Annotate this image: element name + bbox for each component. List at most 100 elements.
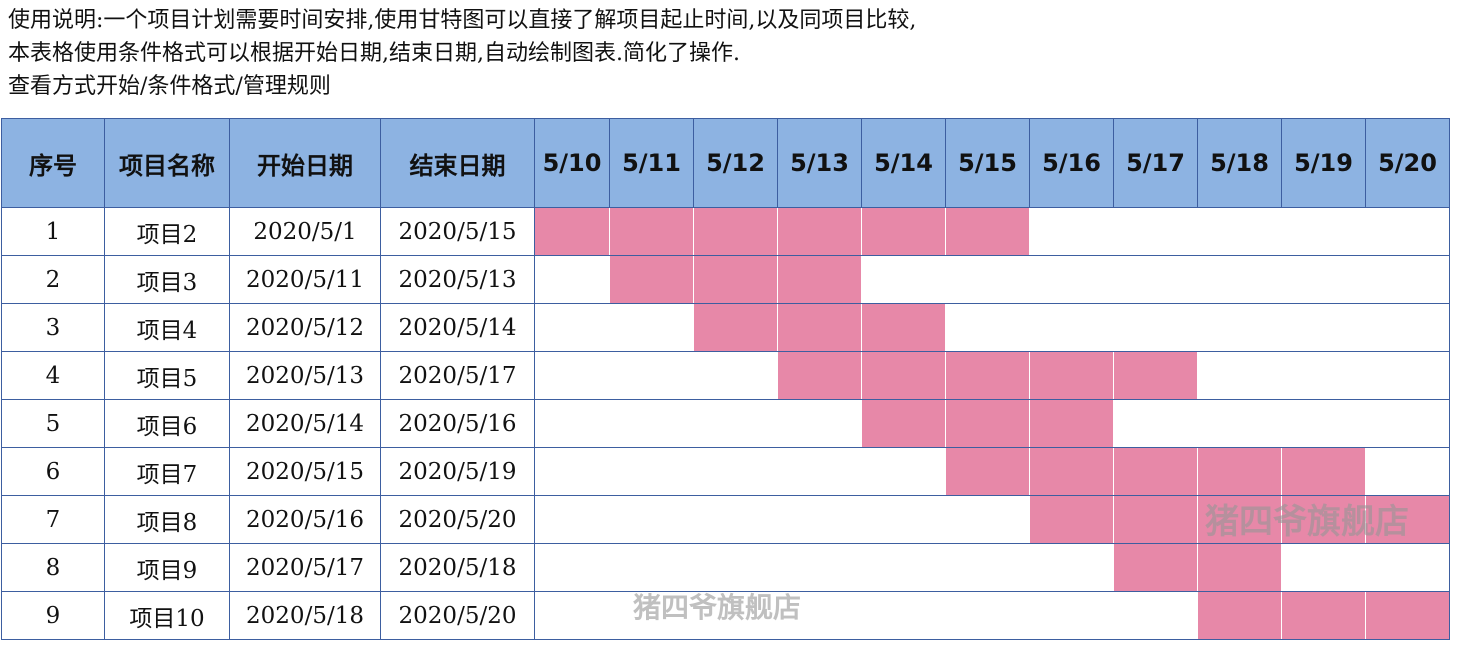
- gantt-bar-cell[interactable]: [945, 351, 1030, 400]
- gantt-bar-cell[interactable]: [693, 303, 778, 352]
- gantt-empty-cell[interactable]: [777, 591, 862, 640]
- gantt-bar-cell[interactable]: [1113, 351, 1198, 400]
- gantt-empty-cell[interactable]: [693, 543, 778, 592]
- header-day[interactable]: 5/15: [945, 118, 1030, 208]
- gantt-empty-cell[interactable]: [861, 447, 946, 496]
- seq-cell[interactable]: 5: [1, 399, 105, 448]
- name-cell[interactable]: 项目9: [104, 543, 230, 592]
- start-date-cell[interactable]: 2020/5/17: [229, 543, 381, 592]
- gantt-empty-cell[interactable]: [1365, 543, 1450, 592]
- gantt-empty-cell[interactable]: [609, 591, 694, 640]
- gantt-empty-cell[interactable]: [1197, 399, 1282, 448]
- header-day[interactable]: 5/18: [1197, 118, 1282, 208]
- gantt-bar-cell[interactable]: [777, 255, 862, 304]
- gantt-empty-cell[interactable]: [1029, 591, 1114, 640]
- gantt-empty-cell[interactable]: [609, 351, 694, 400]
- gantt-empty-cell[interactable]: [777, 495, 862, 544]
- gantt-empty-cell[interactable]: [534, 303, 610, 352]
- gantt-empty-cell[interactable]: [945, 303, 1030, 352]
- gantt-bar-cell[interactable]: [1197, 495, 1282, 544]
- seq-cell[interactable]: 9: [1, 591, 105, 640]
- gantt-empty-cell[interactable]: [1029, 207, 1114, 256]
- gantt-empty-cell[interactable]: [1281, 207, 1366, 256]
- gantt-bar-cell[interactable]: [1197, 543, 1282, 592]
- end-date-cell[interactable]: 2020/5/14: [380, 303, 535, 352]
- header-day[interactable]: 5/17: [1113, 118, 1198, 208]
- end-date-cell[interactable]: 2020/5/20: [380, 591, 535, 640]
- gantt-bar-cell[interactable]: [1113, 543, 1198, 592]
- gantt-bar-cell[interactable]: [1281, 495, 1366, 544]
- gantt-empty-cell[interactable]: [1113, 255, 1198, 304]
- gantt-bar-cell[interactable]: [1029, 399, 1114, 448]
- gantt-empty-cell[interactable]: [534, 399, 610, 448]
- gantt-empty-cell[interactable]: [1365, 447, 1450, 496]
- gantt-empty-cell[interactable]: [1029, 303, 1114, 352]
- gantt-empty-cell[interactable]: [1029, 255, 1114, 304]
- start-date-cell[interactable]: 2020/5/15: [229, 447, 381, 496]
- start-date-cell[interactable]: 2020/5/14: [229, 399, 381, 448]
- gantt-empty-cell[interactable]: [1365, 399, 1450, 448]
- gantt-empty-cell[interactable]: [693, 591, 778, 640]
- gantt-empty-cell[interactable]: [1197, 303, 1282, 352]
- gantt-empty-cell[interactable]: [945, 543, 1030, 592]
- gantt-bar-cell[interactable]: [1113, 447, 1198, 496]
- gantt-empty-cell[interactable]: [945, 591, 1030, 640]
- gantt-bar-cell[interactable]: [945, 447, 1030, 496]
- gantt-empty-cell[interactable]: [1197, 207, 1282, 256]
- gantt-empty-cell[interactable]: [1281, 399, 1366, 448]
- end-date-cell[interactable]: 2020/5/16: [380, 399, 535, 448]
- gantt-bar-cell[interactable]: [1281, 591, 1366, 640]
- header-day[interactable]: 5/13: [777, 118, 862, 208]
- gantt-empty-cell[interactable]: [693, 399, 778, 448]
- end-date-cell[interactable]: 2020/5/18: [380, 543, 535, 592]
- gantt-empty-cell[interactable]: [534, 255, 610, 304]
- start-date-cell[interactable]: 2020/5/1: [229, 207, 381, 256]
- gantt-empty-cell[interactable]: [1365, 255, 1450, 304]
- gantt-empty-cell[interactable]: [693, 495, 778, 544]
- gantt-empty-cell[interactable]: [945, 255, 1030, 304]
- header-day[interactable]: 5/10: [534, 118, 610, 208]
- gantt-bar-cell[interactable]: [609, 255, 694, 304]
- gantt-empty-cell[interactable]: [1365, 303, 1450, 352]
- header-day[interactable]: 5/16: [1029, 118, 1114, 208]
- gantt-bar-cell[interactable]: [945, 207, 1030, 256]
- gantt-bar-cell[interactable]: [861, 303, 946, 352]
- gantt-empty-cell[interactable]: [1113, 591, 1198, 640]
- gantt-bar-cell[interactable]: [1029, 495, 1114, 544]
- gantt-bar-cell[interactable]: [534, 207, 610, 256]
- gantt-empty-cell[interactable]: [1281, 351, 1366, 400]
- gantt-bar-cell[interactable]: [861, 399, 946, 448]
- seq-cell[interactable]: 4: [1, 351, 105, 400]
- name-cell[interactable]: 项目2: [104, 207, 230, 256]
- name-cell[interactable]: 项目3: [104, 255, 230, 304]
- header-name[interactable]: 项目名称: [104, 118, 230, 208]
- name-cell[interactable]: 项目6: [104, 399, 230, 448]
- gantt-bar-cell[interactable]: [693, 207, 778, 256]
- header-day[interactable]: 5/12: [693, 118, 778, 208]
- gantt-empty-cell[interactable]: [609, 543, 694, 592]
- gantt-empty-cell[interactable]: [693, 447, 778, 496]
- header-day[interactable]: 5/19: [1281, 118, 1366, 208]
- gantt-empty-cell[interactable]: [609, 399, 694, 448]
- gantt-empty-cell[interactable]: [534, 495, 610, 544]
- gantt-empty-cell[interactable]: [1281, 255, 1366, 304]
- gantt-empty-cell[interactable]: [534, 591, 610, 640]
- header-seq[interactable]: 序号: [1, 118, 105, 208]
- gantt-empty-cell[interactable]: [1281, 543, 1366, 592]
- gantt-empty-cell[interactable]: [1029, 543, 1114, 592]
- name-cell[interactable]: 项目7: [104, 447, 230, 496]
- gantt-empty-cell[interactable]: [1365, 207, 1450, 256]
- gantt-bar-cell[interactable]: [1197, 447, 1282, 496]
- header-day[interactable]: 5/14: [861, 118, 946, 208]
- gantt-empty-cell[interactable]: [609, 447, 694, 496]
- gantt-bar-cell[interactable]: [777, 207, 862, 256]
- end-date-cell[interactable]: 2020/5/17: [380, 351, 535, 400]
- seq-cell[interactable]: 6: [1, 447, 105, 496]
- gantt-empty-cell[interactable]: [534, 543, 610, 592]
- header-start-date[interactable]: 开始日期: [229, 118, 381, 208]
- gantt-empty-cell[interactable]: [1197, 255, 1282, 304]
- name-cell[interactable]: 项目4: [104, 303, 230, 352]
- end-date-cell[interactable]: 2020/5/20: [380, 495, 535, 544]
- gantt-empty-cell[interactable]: [609, 303, 694, 352]
- gantt-empty-cell[interactable]: [609, 495, 694, 544]
